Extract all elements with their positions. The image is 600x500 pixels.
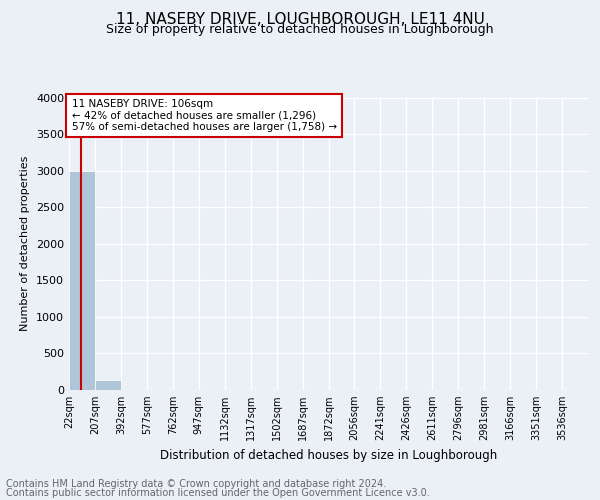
Text: Contains HM Land Registry data © Crown copyright and database right 2024.: Contains HM Land Registry data © Crown c… — [6, 479, 386, 489]
Text: Contains public sector information licensed under the Open Government Licence v3: Contains public sector information licen… — [6, 488, 430, 498]
Text: 11 NASEBY DRIVE: 106sqm
← 42% of detached houses are smaller (1,296)
57% of semi: 11 NASEBY DRIVE: 106sqm ← 42% of detache… — [71, 99, 337, 132]
Text: 11, NASEBY DRIVE, LOUGHBOROUGH, LE11 4NU: 11, NASEBY DRIVE, LOUGHBOROUGH, LE11 4NU — [116, 12, 484, 28]
X-axis label: Distribution of detached houses by size in Loughborough: Distribution of detached houses by size … — [160, 448, 497, 462]
Bar — [69, 170, 95, 390]
Bar — [95, 380, 121, 390]
Y-axis label: Number of detached properties: Number of detached properties — [20, 156, 31, 332]
Text: Size of property relative to detached houses in Loughborough: Size of property relative to detached ho… — [106, 24, 494, 36]
